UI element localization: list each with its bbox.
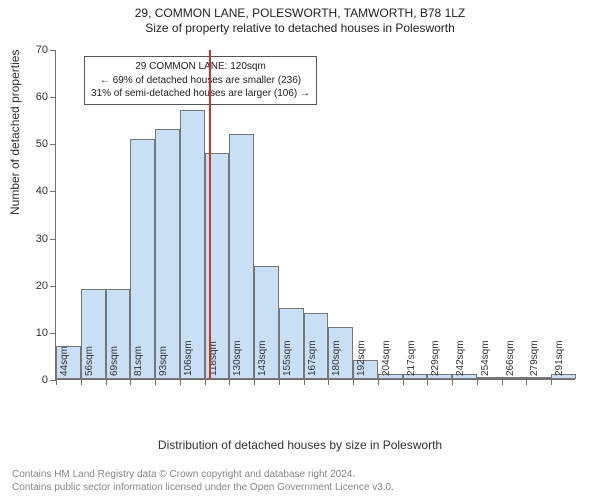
title-block: 29, COMMON LANE, POLESWORTH, TAMWORTH, B… xyxy=(0,0,600,36)
xtick-mark xyxy=(205,379,206,385)
ytick-mark xyxy=(50,286,56,287)
histogram-bar xyxy=(477,377,502,379)
x-axis-label: Distribution of detached houses by size … xyxy=(0,438,600,452)
ytick-mark xyxy=(50,333,56,334)
xtick-mark xyxy=(526,379,527,385)
xtick-label: 143sqm xyxy=(257,340,268,376)
xtick-label: 69sqm xyxy=(109,346,120,376)
xtick-mark xyxy=(81,379,82,385)
xtick-label: 242sqm xyxy=(455,340,466,376)
reference-line xyxy=(209,50,211,379)
ytick-label: 70 xyxy=(18,44,48,56)
ytick-mark xyxy=(50,50,56,51)
title-line-1: 29, COMMON LANE, POLESWORTH, TAMWORTH, B… xyxy=(0,6,600,21)
xtick-label: 217sqm xyxy=(406,340,417,376)
xtick-mark xyxy=(328,379,329,385)
xtick-label: 180sqm xyxy=(331,340,342,376)
xtick-label: 192sqm xyxy=(356,340,367,376)
ytick-label: 0 xyxy=(18,374,48,386)
annotation-box: 29 COMMON LANE: 120sqm ← 69% of detached… xyxy=(84,56,317,105)
xtick-label: 93sqm xyxy=(158,346,169,376)
xtick-label: 130sqm xyxy=(232,340,243,376)
annotation-line-2: ← 69% of detached houses are smaller (23… xyxy=(91,74,310,88)
xtick-label: 254sqm xyxy=(480,340,491,376)
figure: 29, COMMON LANE, POLESWORTH, TAMWORTH, B… xyxy=(0,0,600,500)
histogram-bar xyxy=(155,129,180,379)
xtick-mark xyxy=(427,379,428,385)
xtick-label: 229sqm xyxy=(430,340,441,376)
xtick-mark xyxy=(130,379,131,385)
xtick-label: 56sqm xyxy=(84,346,95,376)
footer-line-2: Contains public sector information licen… xyxy=(12,481,394,494)
annotation-line-3: 31% of semi-detached houses are larger (… xyxy=(91,87,310,101)
xtick-mark xyxy=(180,379,181,385)
ytick-mark xyxy=(50,97,56,98)
ytick-label: 50 xyxy=(18,138,48,150)
histogram-bar xyxy=(180,110,205,379)
footer: Contains HM Land Registry data © Crown c… xyxy=(12,468,394,494)
ytick-label: 20 xyxy=(18,280,48,292)
title-line-2: Size of property relative to detached ho… xyxy=(0,21,600,36)
histogram-bar xyxy=(130,139,155,379)
ytick-mark xyxy=(50,239,56,240)
xtick-label: 81sqm xyxy=(133,346,144,376)
xtick-mark xyxy=(502,379,503,385)
xtick-label: 279sqm xyxy=(529,340,540,376)
ytick-mark xyxy=(50,191,56,192)
xtick-mark xyxy=(452,379,453,385)
ytick-label: 30 xyxy=(18,233,48,245)
xtick-mark xyxy=(254,379,255,385)
footer-line-1: Contains HM Land Registry data © Crown c… xyxy=(12,468,394,481)
histogram-bar xyxy=(502,377,527,379)
xtick-label: 204sqm xyxy=(381,340,392,376)
xtick-mark xyxy=(477,379,478,385)
ytick-mark xyxy=(50,144,56,145)
xtick-label: 106sqm xyxy=(183,340,194,376)
xtick-label: 291sqm xyxy=(554,340,565,376)
annotation-line-1: 29 COMMON LANE: 120sqm xyxy=(91,60,310,74)
ytick-label: 10 xyxy=(18,327,48,339)
ytick-label: 60 xyxy=(18,91,48,103)
xtick-label: 167sqm xyxy=(307,340,318,376)
xtick-label: 155sqm xyxy=(282,340,293,376)
xtick-label: 44sqm xyxy=(59,346,70,376)
xtick-mark xyxy=(353,379,354,385)
xtick-mark xyxy=(106,379,107,385)
xtick-mark xyxy=(551,379,552,385)
xtick-label: 266sqm xyxy=(505,340,516,376)
xtick-mark xyxy=(378,379,379,385)
xtick-mark xyxy=(403,379,404,385)
xtick-mark xyxy=(155,379,156,385)
xtick-mark xyxy=(229,379,230,385)
histogram-bar xyxy=(526,377,551,379)
xtick-mark xyxy=(304,379,305,385)
xtick-mark xyxy=(56,379,57,385)
xtick-mark xyxy=(279,379,280,385)
chart-area: 29 COMMON LANE: 120sqm ← 69% of detached… xyxy=(55,50,575,380)
ytick-label: 40 xyxy=(18,185,48,197)
